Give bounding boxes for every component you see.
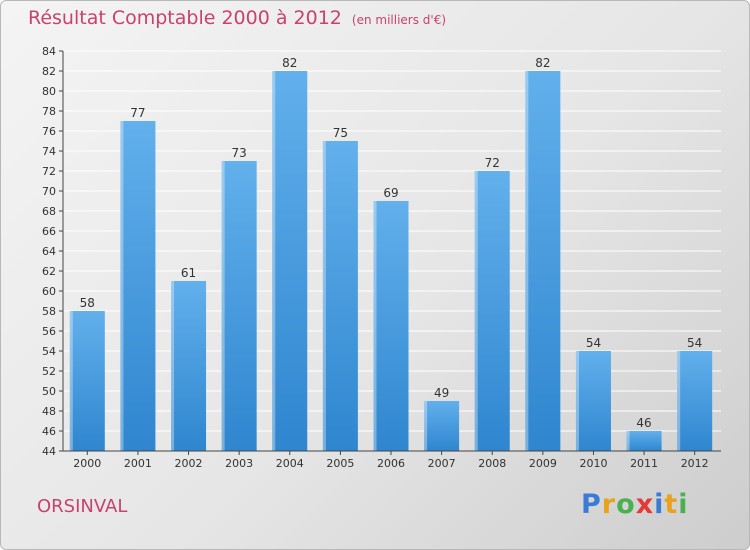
y-tick-label: 52 — [42, 365, 56, 378]
y-tick-label: 76 — [42, 125, 56, 138]
y-tick-label: 80 — [42, 85, 56, 98]
chart-subtitle: (en milliers d'€) — [351, 13, 447, 27]
x-tick-label-2009: 2009 — [529, 457, 557, 470]
bar-highlight — [322, 141, 326, 451]
x-tick-label-2006: 2006 — [377, 457, 405, 470]
logo-letter: r — [601, 489, 617, 520]
bar-highlight — [120, 121, 124, 451]
bar-highlight — [677, 351, 681, 451]
bar-2011 — [626, 431, 662, 451]
logo-letter: x — [635, 489, 655, 520]
y-tick-label: 74 — [42, 145, 56, 158]
bar-2005 — [322, 141, 358, 451]
data-label-2003: 73 — [232, 146, 247, 160]
y-tick-label: 62 — [42, 265, 56, 278]
bar-2004 — [272, 71, 308, 451]
x-tick-label-2012: 2012 — [681, 457, 709, 470]
data-label-2002: 61 — [181, 266, 196, 280]
x-tick-label-2001: 2001 — [124, 457, 152, 470]
logo-letter: o — [616, 489, 636, 520]
y-tick-label: 48 — [42, 405, 56, 418]
y-tick-label: 84 — [42, 45, 56, 58]
bar-highlight — [424, 401, 428, 451]
bar-highlight — [373, 201, 377, 451]
bar-highlight — [171, 281, 175, 451]
logo-letter: P — [581, 489, 602, 520]
y-tick-label: 44 — [42, 445, 56, 458]
data-label-2012: 54 — [687, 336, 702, 350]
logo-letter: i — [654, 489, 665, 520]
y-tick-label: 82 — [42, 65, 56, 78]
bar-highlight — [525, 71, 529, 451]
data-label-2001: 77 — [130, 106, 145, 120]
data-label-2004: 82 — [282, 56, 297, 70]
bar-2000 — [69, 311, 105, 451]
bar-2003 — [221, 161, 257, 451]
bar-highlight — [575, 351, 579, 451]
x-tick-label-2005: 2005 — [326, 457, 354, 470]
y-tick-label: 60 — [42, 285, 56, 298]
x-axis: 2000 2001 2002 2003 2004 2005 2006 2007 2008 2009… — [63, 450, 721, 470]
bar-highlight — [69, 311, 73, 451]
logo-letter: t — [664, 489, 679, 520]
bar-highlight — [221, 161, 225, 451]
x-tick-label-2010: 2010 — [579, 457, 607, 470]
bar-2007 — [424, 401, 460, 451]
data-label-2007: 49 — [434, 386, 449, 400]
logo-letter: i — [678, 489, 689, 520]
x-tick-label-2000: 2000 — [73, 457, 101, 470]
y-tick-label: 78 — [42, 105, 56, 118]
x-tick-label-2008: 2008 — [478, 457, 506, 470]
bar-highlight — [474, 171, 478, 451]
x-tick-label-2002: 2002 — [175, 457, 203, 470]
bar-2010 — [575, 351, 611, 451]
data-label-2008: 72 — [485, 156, 500, 170]
data-label-2005: 75 — [333, 126, 348, 140]
y-tick-label: 66 — [42, 225, 56, 238]
bar-2009 — [525, 71, 561, 451]
data-label-2006: 69 — [383, 186, 398, 200]
data-label-2000: 58 — [80, 296, 95, 310]
bar-highlight — [626, 431, 630, 451]
x-tick-label-2003: 2003 — [225, 457, 253, 470]
y-tick-label: 50 — [42, 385, 56, 398]
data-label-2011: 46 — [636, 416, 651, 430]
bar-2001 — [120, 121, 156, 451]
data-label-2010: 54 — [586, 336, 601, 350]
city-name: ORSINVAL — [37, 496, 128, 517]
y-tick-label: 58 — [42, 305, 56, 318]
y-tick-label: 72 — [42, 165, 56, 178]
bar-2008 — [474, 171, 510, 451]
x-tick-label-2007: 2007 — [428, 457, 456, 470]
x-tick-label-2004: 2004 — [276, 457, 304, 470]
proxiti-logo: Proxiti — [581, 489, 689, 520]
bar-2012 — [677, 351, 713, 451]
y-tick-label: 70 — [42, 185, 56, 198]
bar-2006 — [373, 201, 409, 451]
bars: 58 77 61 73 82 75 69 49 72 82 54 46 54 — [69, 56, 713, 451]
chart-title: Résultat Comptable 2000 à 2012 (en millie… — [28, 7, 446, 29]
title-text: Résultat Comptable 2000 à 2012 — [28, 7, 342, 29]
y-tick-label: 68 — [42, 205, 56, 218]
y-tick-label: 54 — [42, 345, 56, 358]
bar-2002 — [171, 281, 207, 451]
y-tick-label: 56 — [42, 325, 56, 338]
y-axis: 44 46 48 50 52 54 56 58 60 62 64 66 68 70 72 74 76 78 80 82… — [42, 45, 64, 458]
y-tick-label: 46 — [42, 425, 56, 438]
x-tick-label-2011: 2011 — [630, 457, 658, 470]
data-label-2009: 82 — [535, 56, 550, 70]
bar-highlight — [272, 71, 276, 451]
y-tick-label: 64 — [42, 245, 56, 258]
